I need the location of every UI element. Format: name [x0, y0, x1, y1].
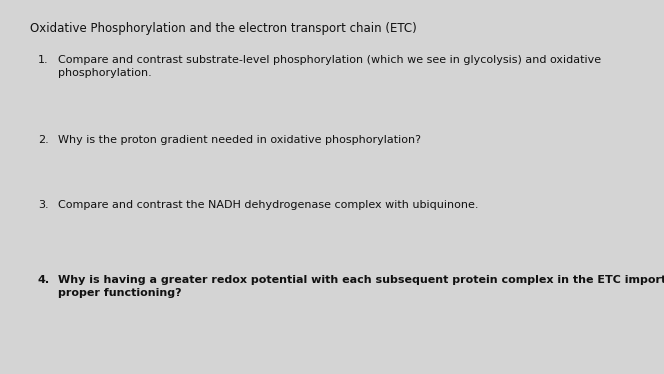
Text: Why is having a greater redox potential with each subsequent protein complex in : Why is having a greater redox potential …: [58, 275, 664, 285]
Text: Why is the proton gradient needed in oxidative phosphorylation?: Why is the proton gradient needed in oxi…: [58, 135, 421, 145]
Text: proper functioning?: proper functioning?: [58, 288, 182, 298]
Text: Oxidative Phosphorylation and the electron transport chain (ETC): Oxidative Phosphorylation and the electr…: [30, 22, 417, 35]
Text: Compare and contrast substrate-level phosphorylation (which we see in glycolysis: Compare and contrast substrate-level pho…: [58, 55, 601, 65]
Text: 2.: 2.: [38, 135, 48, 145]
Text: 3.: 3.: [38, 200, 48, 210]
Text: phosphorylation.: phosphorylation.: [58, 68, 152, 78]
Text: Compare and contrast the NADH dehydrogenase complex with ubiquinone.: Compare and contrast the NADH dehydrogen…: [58, 200, 479, 210]
Text: 1.: 1.: [38, 55, 48, 65]
Text: 4.: 4.: [38, 275, 50, 285]
